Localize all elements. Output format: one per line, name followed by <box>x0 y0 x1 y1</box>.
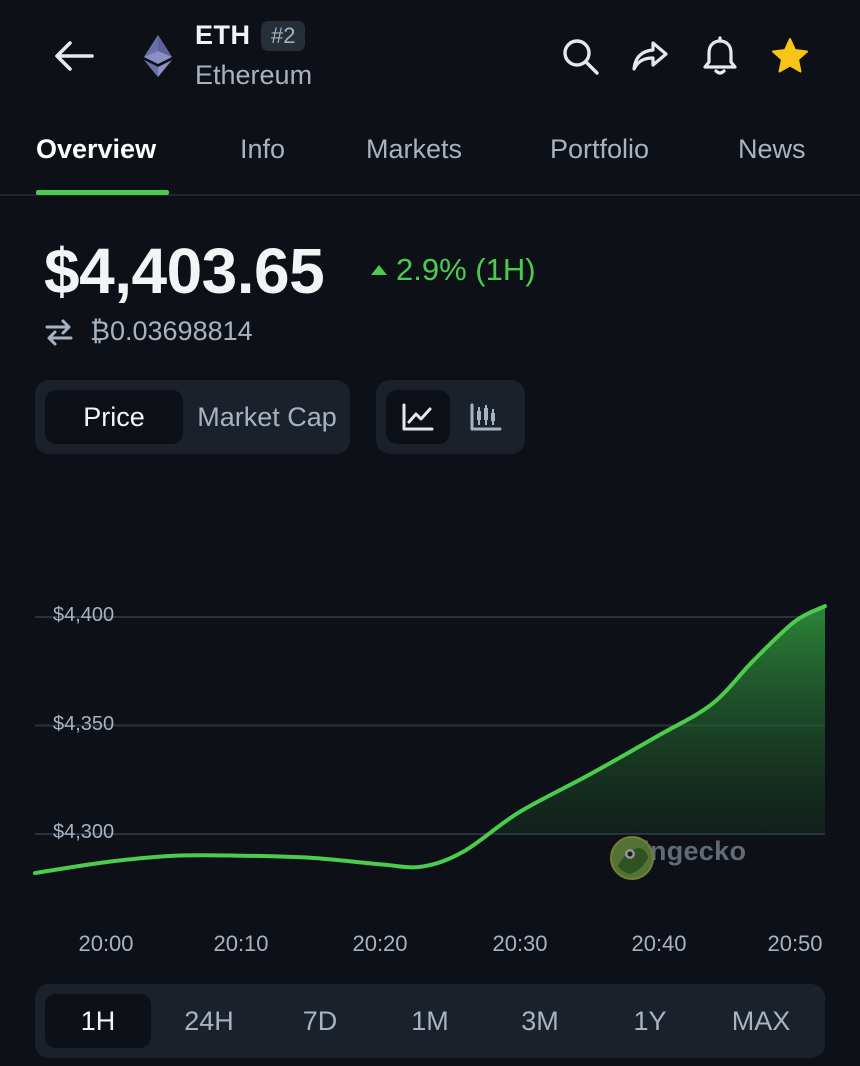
rank-badge: #2 <box>261 21 306 51</box>
range-7d-button[interactable]: 7D <box>302 1005 338 1036</box>
tab-info[interactable]: Info <box>240 134 286 164</box>
price-change: 2.9% (1H) <box>370 252 536 288</box>
ethereum-logo-icon <box>140 33 176 79</box>
bell-icon[interactable] <box>698 34 742 78</box>
market-cap-toggle-button[interactable]: Market Cap <box>197 401 337 432</box>
x-tick-label: 20:30 <box>492 931 548 956</box>
range-1h-button[interactable]: 1H <box>45 994 151 1048</box>
candlestick-chart-icon[interactable] <box>454 390 518 444</box>
star-icon[interactable] <box>768 34 812 78</box>
tab-markets[interactable]: Markets <box>366 134 463 164</box>
tab-portfolio[interactable]: Portfolio <box>550 134 650 164</box>
time-range-selector: 1H 24H 7D 1M 3M 1Y MAX <box>35 984 825 1058</box>
range-24h-button[interactable]: 24H <box>184 1005 234 1036</box>
up-triangle-icon <box>371 265 387 275</box>
header: ETH #2 Ethereum <box>0 0 860 110</box>
price-chart-svg <box>33 604 827 876</box>
search-icon[interactable] <box>558 34 602 78</box>
tab-bar: Overview Info Markets Portfolio News <box>0 110 860 196</box>
swap-arrows-icon[interactable] <box>44 317 74 347</box>
range-1y-button[interactable]: 1Y <box>633 1005 667 1036</box>
price-change-value: 2.9% (1H) <box>396 252 536 287</box>
btc-price: ₿0.03698814 <box>90 316 253 346</box>
price-line <box>33 604 827 876</box>
price-toggle-button[interactable]: Price <box>45 390 183 444</box>
btc-conversion: ₿0.03698814 <box>44 316 253 347</box>
x-tick-label: 20:50 <box>767 931 823 956</box>
coin-name: Ethereum <box>195 60 313 90</box>
active-tab-indicator <box>36 190 169 195</box>
range-max-button[interactable]: MAX <box>731 1005 791 1036</box>
range-1m-button[interactable]: 1M <box>411 1005 449 1036</box>
y-tick-label: $4,400 <box>53 604 115 626</box>
metric-toggle: Price Market Cap <box>35 380 350 454</box>
coingecko-logo-icon <box>610 836 654 880</box>
coingecko-watermark: coingecko <box>610 836 746 880</box>
x-tick-label: 20:00 <box>78 931 134 956</box>
y-tick-label: $4,300 <box>53 821 115 843</box>
chart-type-toggle <box>376 380 525 454</box>
x-tick-label: 20:10 <box>213 931 269 956</box>
tab-overview[interactable]: Overview <box>36 134 157 164</box>
current-price: $4,403.65 <box>44 235 325 307</box>
y-tick-label: $4,350 <box>53 713 115 735</box>
line-chart-icon[interactable] <box>386 390 450 444</box>
range-3m-button[interactable]: 3M <box>521 1005 559 1036</box>
x-tick-label: 20:40 <box>631 931 687 956</box>
share-icon[interactable] <box>628 34 672 78</box>
back-arrow-icon[interactable] <box>50 32 98 80</box>
price-area-fill <box>35 606 825 834</box>
price-chart[interactable]: $4,400 $4,350 $4,300 coingecko 20:00 20:… <box>0 470 860 970</box>
x-tick-label: 20:20 <box>352 931 408 956</box>
coin-symbol: ETH <box>195 20 251 50</box>
tab-news[interactable]: News <box>738 134 806 164</box>
